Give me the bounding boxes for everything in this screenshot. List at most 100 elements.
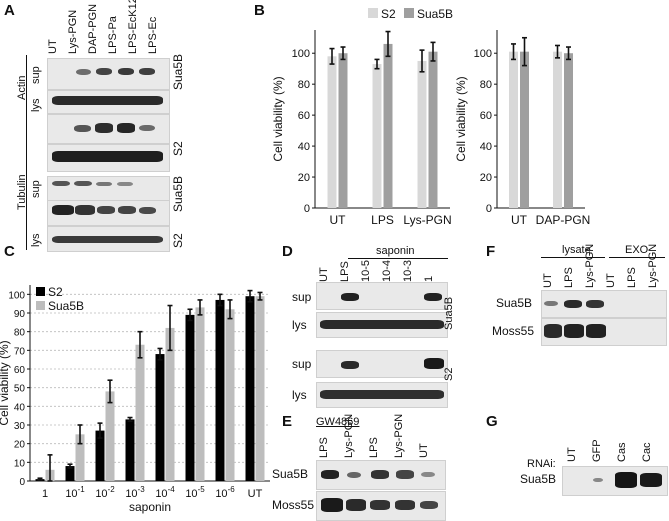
x-tick-label-1: 10-1 [65,485,85,500]
panel-g-lane-3: Cac [641,442,653,462]
panel-f-header-lysate: lysate [562,244,591,256]
bar-s2-4 [155,354,165,481]
y-tick-label-0: 0 [19,477,25,488]
tubulin-bracket [26,145,27,250]
bar-s2-6 [215,299,225,481]
y-tick-label-1: 20 [480,172,492,184]
blot-d-s2-sup [316,350,448,378]
bar-sua5b-7 [255,296,265,481]
bar-sua5b-3 [135,344,145,481]
y-tick-label-0: 0 [304,203,310,215]
panel-g-rnai-label: RNAi: [527,458,556,470]
y-tick-label-6: 60 [14,365,26,376]
panel-f-lane-2: Lys-PGN [584,243,596,288]
panel-a-row-2: sup [30,180,42,198]
panel-f-row-sua5b: Sua5B [496,296,533,310]
blot-e-moss55 [316,491,446,521]
panel-g-lane-2: Cas [616,442,628,462]
y-tick-label-5: 100 [292,48,310,60]
x-tick-label-0: UT [330,213,347,227]
blot-g-sua5b [562,466,668,496]
x-axis-title: saponin [129,500,171,514]
x-tick-label-3: 10-3 [125,485,145,500]
panel-d-header-rule [348,258,448,259]
y-tick-label-5: 50 [14,384,26,395]
panel-label-d: D [282,243,293,260]
y-tick-label-1: 10 [14,458,26,469]
y-tick-label-7: 70 [14,346,26,357]
blot-a-actin-s2-lys [47,144,170,172]
y-tick-label-2: 40 [298,141,310,153]
panel-f-lane-4: LPS [626,267,638,288]
panel-d-lane-2: 10-5 [360,259,372,282]
x-tick-label-1: DAP-PGN [536,213,591,227]
bar-s2-5 [185,314,195,481]
panel-f-header-exo: EXO [625,244,649,256]
panel-f-rule-lysate [541,257,605,258]
bar-sua5b-6 [225,309,235,481]
y-tick-label-3: 30 [14,421,26,432]
y-tick-label-4: 40 [14,402,26,413]
panel-b-left-chart: 0 20 40 60 80 100 UT LPS Lys-PGN Cell viability (… [271,7,453,227]
panel-a-lane-2: DAP-PGN [87,3,99,54]
panel-label-a: A [4,2,15,19]
y-tick-label-5: 100 [474,48,492,60]
panel-a-lane-4: LPS-EcK12 [127,0,139,54]
panel-a-side-3: S2 [171,233,185,248]
x-tick-label-2: 10-2 [95,485,115,500]
blot-a-tubulin-sua5b-lys [47,200,170,226]
panel-e-lane-4: UT [418,443,430,458]
c-legend-label-sua5b: Sua5B [48,299,84,313]
panel-f-lane-0: UT [542,273,554,288]
panel-f-rule-exo [609,257,665,258]
panel-d-lane-1: LPS [339,261,351,282]
panel-f-lane-3: UT [605,273,617,288]
blot-e-sua5b [316,460,446,490]
panel-e-lane-3: Lys-PGN [393,413,405,458]
y-tick-label-2: 20 [14,440,26,451]
panel-a-lane-1: Lys-PGN [67,9,79,54]
panel-a-row-3: lys [30,233,42,247]
panel-d-side-sua5b: Sua5B [443,296,455,330]
bar-s2-7 [245,296,255,481]
y-tick-label-9: 90 [14,309,26,320]
bar-sua5b-1 [564,53,573,208]
panel-d-lane-4: 10-3 [402,259,414,282]
panel-a-lane-5: LPS-Ec [147,16,159,54]
x-tick-label-0: 1 [42,488,48,500]
panel-label-b: B [254,2,265,19]
bar-sua5b-5 [195,307,205,481]
panel-d-side-s2: S2 [443,367,455,381]
blot-a-tubulin-sua5b-sup [47,176,170,202]
bar-sua5b-1 [75,434,85,481]
x-tick-label-1: LPS [371,213,394,227]
bar-sua5b-4 [165,327,175,481]
panel-d-lane-3: 10-4 [381,259,393,282]
panel-a-lane-0: UT [47,39,59,54]
panel-d-row-0: sup [292,290,312,304]
bar-sua5b-0 [520,51,529,209]
y-tick-label-0: 0 [486,203,492,215]
y-axis-title: Cell viability (%) [0,340,11,425]
blot-a-tubulin-s2-lys [47,226,170,252]
bar-s2-2 [95,430,105,481]
bar-sua5b-2 [105,391,115,481]
y-tick-label-10: 100 [8,290,25,301]
panel-a-side-0: Sua5B [171,53,185,90]
bar-s2-1 [553,51,562,209]
panel-label-g: G [486,413,498,430]
x-tick-label-6: 10-6 [215,485,235,500]
panel-e-row-moss55: Moss55 [272,498,315,512]
panel-f-lane-1: LPS [563,267,575,288]
bar-s2-3 [125,419,135,481]
panel-b-right-chart: 0 20 40 60 80 100 UT DAP-PGN Cell viability (%) [455,30,591,227]
panel-a-side-1: S2 [171,141,185,156]
blot-f-sua5b [541,290,667,318]
panel-e-row-sua5b: Sua5B [272,467,309,481]
panel-a-lane-3: LPS-Pa [107,16,119,54]
panel-a-row-1: lys [30,98,42,112]
x-tick-label-7: UT [248,488,263,500]
panel-g-row-sua5b: Sua5B [520,472,557,486]
y-tick-label-2: 40 [480,141,492,153]
bar-s2-0 [509,51,518,209]
